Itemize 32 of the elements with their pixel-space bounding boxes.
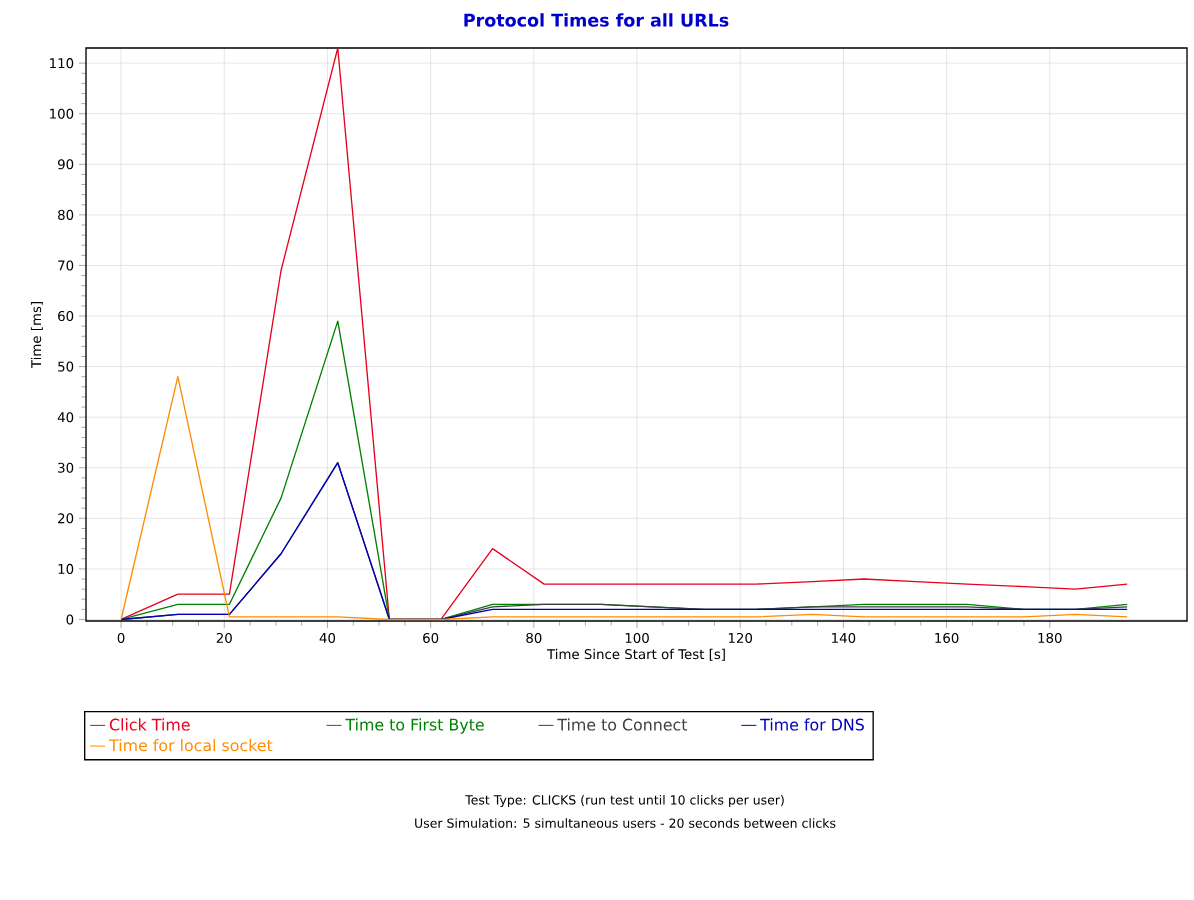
y-axis-title: Time [ms]: [30, 302, 43, 369]
y-tick-label: 70: [58, 260, 74, 271]
y-tick-label: 100: [50, 108, 74, 119]
x-tick-label: 60: [423, 632, 439, 643]
y-tick-label: 0: [66, 614, 74, 625]
x-tick-label: 140: [832, 632, 856, 643]
x-tick-label: 120: [728, 632, 753, 643]
y-tick-label: 40: [57, 412, 74, 423]
x-tick-label: 0: [117, 632, 125, 643]
y-tick-label: 90: [57, 159, 74, 170]
legend-label: Time to Connect: [557, 718, 688, 731]
x-axis-title: Time Since Start of Test [s]: [546, 648, 725, 661]
x-tick-label: 40: [319, 632, 336, 643]
y-tick-label: 30: [58, 462, 74, 473]
x-tick-label: 20: [216, 632, 232, 643]
chart-title: Protocol Times for all URLs: [464, 13, 729, 27]
y-tick-label: 10: [58, 563, 74, 574]
legend-label: Time to First Byte: [345, 718, 484, 734]
legend-label: Time for local socket: [108, 739, 273, 752]
x-tick-label: 100: [625, 632, 649, 643]
y-tick-label: 60: [58, 310, 74, 322]
legend-label: Click Time: [109, 718, 190, 731]
text: Test Type: CLICKS (run test until 10 clicks per user): [465, 794, 784, 808]
y-tick-label: 80: [58, 209, 74, 220]
text: User Simulation: 5 simultaneous users - 20 seconds between clicks: [415, 818, 836, 828]
y-tick-label: 110: [50, 58, 74, 69]
x-tick-label: 80: [526, 632, 542, 643]
legend-label: Time for DNS: [760, 718, 864, 731]
y-tick-label: 20: [58, 513, 74, 524]
y-tick-label: 50: [58, 361, 74, 372]
x-tick-label: 180: [1038, 632, 1062, 643]
x-tick-label: 160: [935, 632, 959, 643]
